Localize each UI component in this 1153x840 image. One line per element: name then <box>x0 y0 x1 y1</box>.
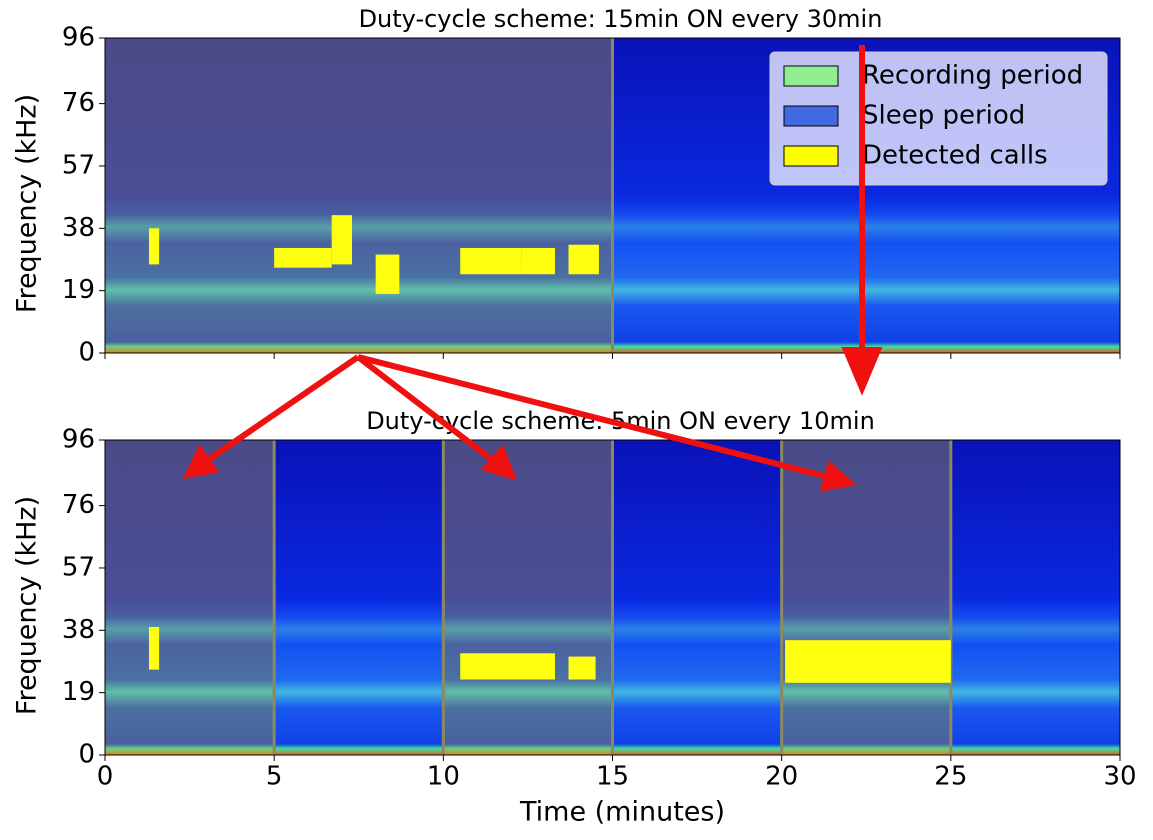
y-tick-label: 38 <box>62 213 95 243</box>
chart-title: Duty-cycle scheme: 15min ON every 30min <box>359 5 883 33</box>
arrow <box>357 354 829 480</box>
arrows <box>182 45 883 492</box>
detected-call <box>331 215 352 265</box>
detected-call <box>568 656 596 680</box>
y-axis-label: Frequency (kHz) <box>12 496 43 715</box>
x-tick-label: 5 <box>266 762 283 792</box>
recording-period <box>443 440 613 755</box>
y-axis-label: Frequency (kHz) <box>12 94 43 313</box>
recording-period <box>781 440 951 755</box>
detected-call <box>460 248 522 275</box>
y-tick-label: 38 <box>62 615 95 645</box>
legend-label: Recording period <box>862 61 1083 91</box>
arrow-head <box>819 460 857 492</box>
detected-call <box>460 653 555 680</box>
recording-period <box>105 38 613 353</box>
detected-call <box>521 248 555 275</box>
legend-swatch <box>783 145 839 167</box>
x-axis-label: Time (minutes) <box>519 797 725 828</box>
y-tick-label: 96 <box>62 23 95 53</box>
y-tick-label: 19 <box>62 677 95 707</box>
x-tick-label: 25 <box>934 762 967 792</box>
sleep-period <box>612 440 782 755</box>
x-tick-label: 0 <box>97 762 114 792</box>
x-tick-label: 15 <box>596 762 629 792</box>
recording-period <box>105 440 275 755</box>
x-tick-label: 20 <box>765 762 798 792</box>
arrow <box>356 354 497 465</box>
legend-swatch <box>783 65 839 87</box>
sleep-period <box>950 440 1120 755</box>
detected-call <box>274 248 332 268</box>
x-tick-label: 10 <box>427 762 460 792</box>
y-tick-label: 76 <box>62 490 95 520</box>
y-tick-label: 57 <box>62 552 95 582</box>
legend-box <box>769 51 1108 186</box>
y-tick-label: 76 <box>62 88 95 118</box>
arrow-head <box>480 444 518 481</box>
legend-label: Sleep period <box>862 101 1025 131</box>
y-tick-label: 0 <box>78 740 95 770</box>
y-tick-label: 0 <box>78 338 95 368</box>
arrow-head <box>841 347 883 396</box>
y-tick-label: 19 <box>62 275 95 305</box>
y-tick-label: 57 <box>62 150 95 180</box>
detected-call <box>785 640 951 683</box>
legend-swatch <box>783 105 839 127</box>
detected-call <box>568 244 599 275</box>
x-tick-label: 30 <box>1103 762 1136 792</box>
legend-label: Detected calls <box>862 141 1048 171</box>
sleep-period <box>274 440 444 755</box>
y-tick-label: 96 <box>62 425 95 455</box>
arrow <box>203 354 360 465</box>
detected-call <box>375 254 400 294</box>
detected-call <box>148 627 160 670</box>
panels: 0 19 38 57 76 96 Duty-cycle scheme: 15min ON e… <box>12 5 1137 828</box>
detected-call <box>148 228 160 265</box>
arrow-head <box>182 444 220 480</box>
